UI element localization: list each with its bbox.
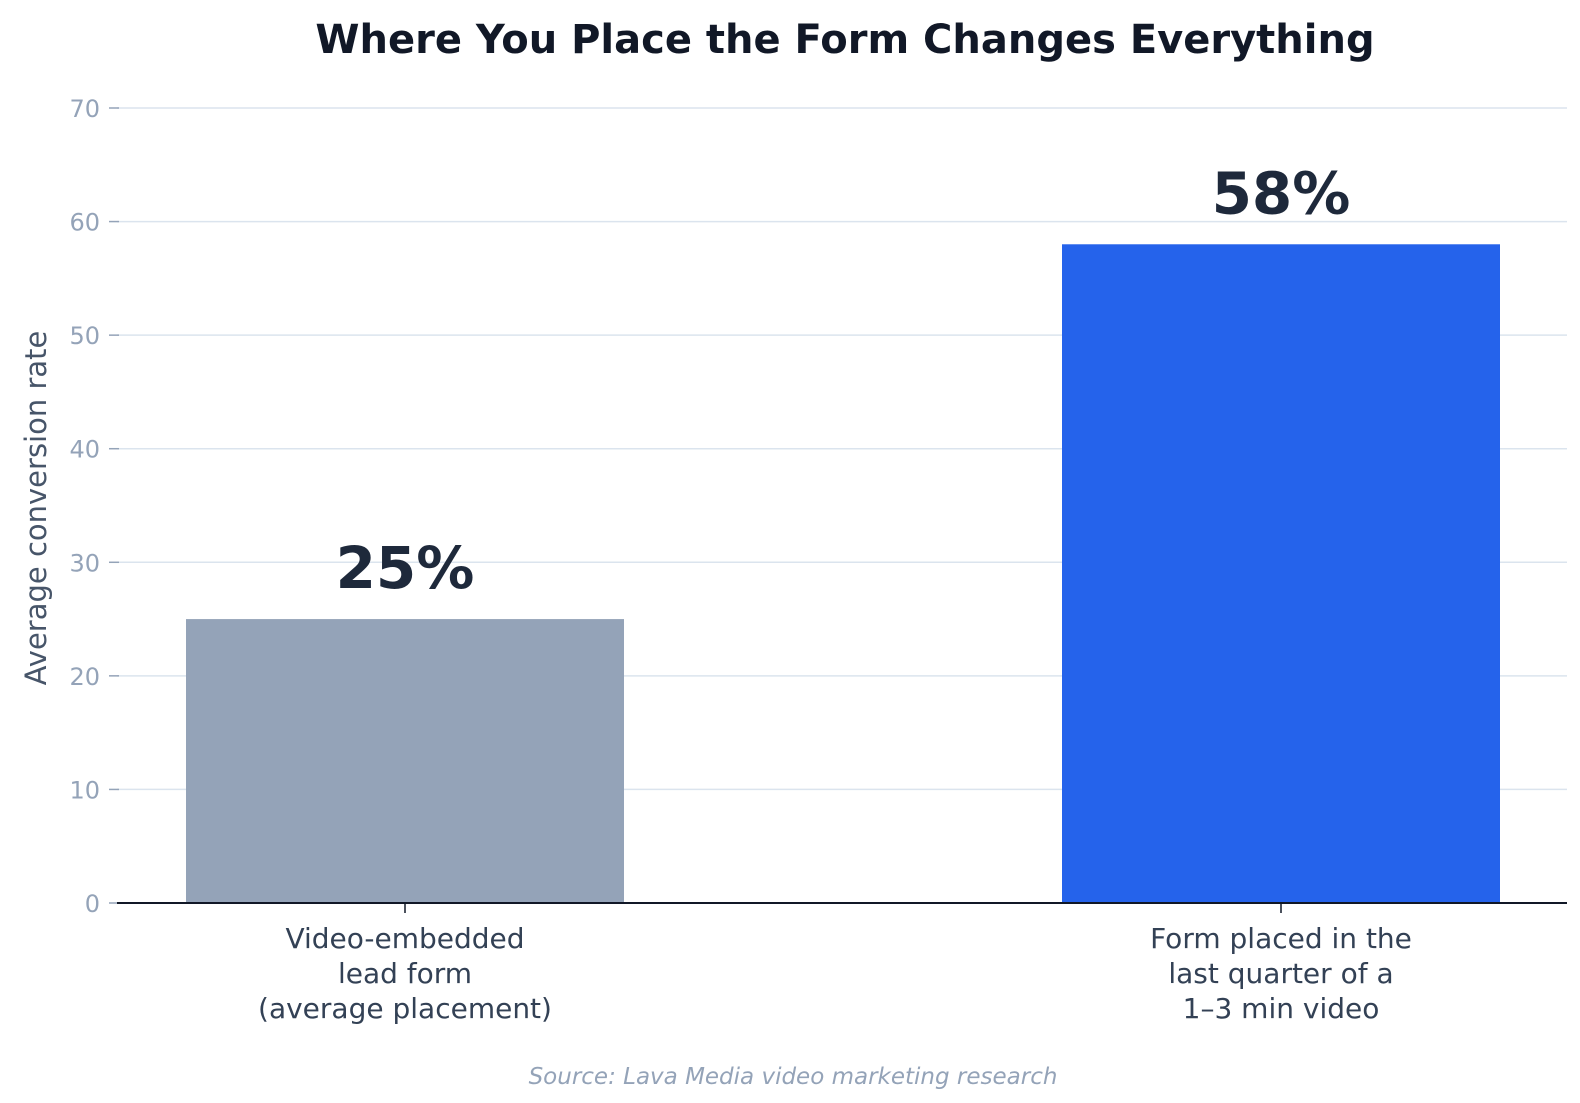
y-tick-label: 70	[69, 95, 100, 123]
x-category-label: Video-embedded lead form (average placemen…	[258, 922, 552, 1025]
bar-value-label: 25%	[336, 534, 475, 602]
y-axis: 0 10 20 30 40 50 60 70	[69, 95, 119, 918]
y-tick-label: 60	[69, 209, 100, 237]
x-category-label-line: (average placement)	[258, 992, 552, 1025]
chart-title: Where You Place the Form Changes Everyth…	[315, 17, 1374, 63]
x-category-label-line: Video-embedded	[285, 922, 524, 955]
x-category-label: Form placed in the last quarter of a 1–3 m…	[1150, 922, 1412, 1025]
y-tick-label: 40	[69, 436, 100, 464]
bar-value-label: 58%	[1212, 159, 1351, 227]
x-category-label-line: 1–3 min video	[1183, 992, 1380, 1025]
y-axis-label: Average conversion rate	[19, 331, 53, 686]
x-category-label-line: Form placed in the	[1150, 922, 1412, 955]
y-tick-label: 30	[69, 549, 100, 577]
source-note: Source: Lava Media video marketing resea…	[529, 1064, 1058, 1090]
x-category-label-line: lead form	[338, 957, 472, 990]
bar	[1062, 244, 1500, 904]
y-tick-label: 50	[69, 322, 100, 350]
x-category-label-line: last quarter of a	[1168, 957, 1393, 990]
y-tick-label: 10	[69, 776, 100, 804]
y-tick-label: 0	[85, 890, 100, 918]
y-tick-label: 20	[69, 663, 100, 691]
bars: 25% 58%	[186, 159, 1500, 904]
x-axis: Video-embedded lead form (average placemen…	[258, 903, 1412, 1025]
bar	[186, 619, 624, 903]
